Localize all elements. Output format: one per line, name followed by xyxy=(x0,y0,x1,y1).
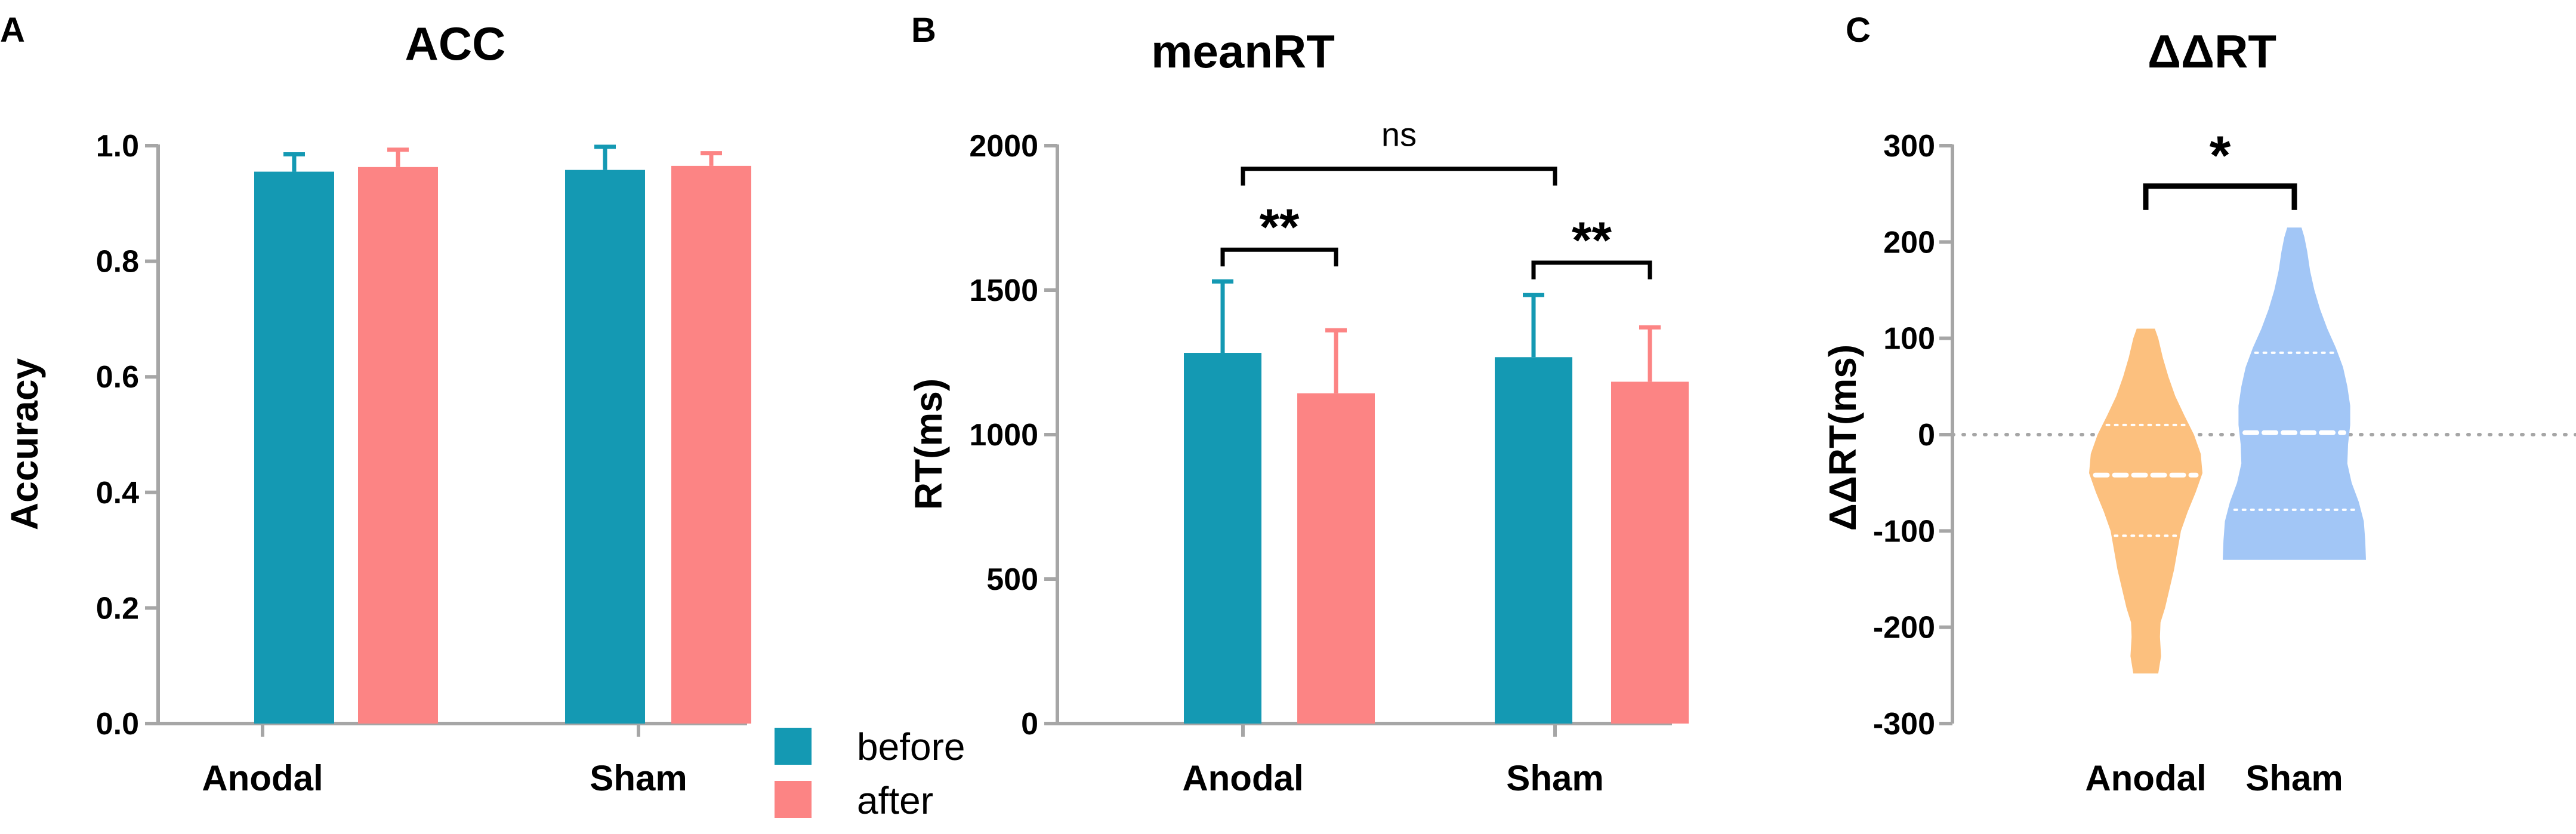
panel-b-ylabel: RT(ms) xyxy=(907,378,950,510)
bar-before-anodal xyxy=(1184,353,1261,724)
y-tick-label: -300 xyxy=(1873,707,1935,741)
legend-swatch-after xyxy=(775,781,812,818)
panel-letter-a: A xyxy=(0,11,25,50)
significance-label: ** xyxy=(1260,199,1300,256)
panel-a-ylabel: Accuracy xyxy=(3,358,46,531)
significance-bracket xyxy=(1220,247,1338,267)
violin-anodal xyxy=(2089,328,2202,674)
significance-label: ** xyxy=(1572,212,1612,269)
y-tick-label: 0.2 xyxy=(96,591,139,626)
bar-before-sham xyxy=(565,170,645,724)
significance-bracket xyxy=(1241,167,1557,186)
x-tick-label: Sham xyxy=(1506,758,1603,798)
bar-before-anodal xyxy=(254,171,334,724)
y-tick-label: 500 xyxy=(986,562,1038,597)
y-tick-label: 0.4 xyxy=(96,476,139,510)
y-tick-label: 100 xyxy=(1883,322,1935,356)
legend-label-after: after xyxy=(857,779,933,822)
panel-a-chart: ACC Accuracy 0.0 0.2 0.4 0.6 0.8 1.0 Anodal Sha… xyxy=(3,17,751,798)
y-tick-label: 0 xyxy=(1918,418,1935,453)
bar-after-anodal xyxy=(358,167,438,724)
y-tick-label: -100 xyxy=(1873,514,1935,549)
significance-bracket xyxy=(1531,260,1652,280)
panel-letter-c: C xyxy=(1846,11,1871,50)
bar-before-sham xyxy=(1495,357,1572,724)
y-tick-label: -200 xyxy=(1873,611,1935,645)
panel-c-plot: -300 -200 -100 0 100 200 300 Anodal Sham * xyxy=(1873,125,2576,798)
y-tick-label: 200 xyxy=(1883,225,1935,260)
y-tick-label: 1500 xyxy=(969,273,1038,308)
panel-c-chart: ΔΔRT ΔΔRT(ms) -300 -200 -100 0 100 200 300 Anod… xyxy=(1821,25,2576,798)
y-tick-label: 1000 xyxy=(969,418,1038,453)
y-tick-label: 0.6 xyxy=(96,360,139,395)
y-tick-label: 0.0 xyxy=(96,707,139,741)
x-tick-label: Anodal xyxy=(2085,758,2206,798)
y-tick-label: 300 xyxy=(1883,129,1935,164)
panel-b-title: meanRT xyxy=(1151,25,1335,78)
significance-label: ns xyxy=(1381,116,1417,153)
x-tick-label: Anodal xyxy=(1182,758,1303,798)
bar-after-sham xyxy=(671,165,751,724)
panel-b-chart: meanRT RT(ms) 0 500 1000 1500 2000 Anodal Sham… xyxy=(907,25,1689,798)
legend-swatch-before xyxy=(775,728,812,765)
panel-c-title: ΔΔRT xyxy=(2148,25,2276,78)
y-tick-label: 0.8 xyxy=(96,245,139,279)
bar-after-anodal xyxy=(1297,393,1375,724)
significance-label: * xyxy=(2210,125,2231,186)
panel-c-ylabel: ΔΔRT(ms) xyxy=(1821,344,1864,531)
y-tick-label: 0 xyxy=(1021,707,1038,741)
panel-a-title: ACC xyxy=(405,17,506,70)
bar-after-sham xyxy=(1611,381,1689,724)
y-tick-label: 2000 xyxy=(969,129,1038,164)
x-tick-label: Sham xyxy=(590,758,687,798)
panel-b-plot: 0 500 1000 1500 2000 Anodal Sham ** ** ns xyxy=(969,116,1689,798)
panel-letter-b: B xyxy=(911,11,936,50)
x-tick-label: Sham xyxy=(2245,758,2343,798)
panel-a-plot: 0.0 0.2 0.4 0.6 0.8 1.0 Anodal Sham xyxy=(96,129,751,798)
y-tick-label: 1.0 xyxy=(96,129,139,164)
significance-bracket xyxy=(2143,183,2297,210)
legend: before after xyxy=(775,725,965,822)
violin-sham xyxy=(2223,227,2366,560)
x-tick-label: Anodal xyxy=(202,758,323,798)
legend-label-before: before xyxy=(857,725,965,768)
